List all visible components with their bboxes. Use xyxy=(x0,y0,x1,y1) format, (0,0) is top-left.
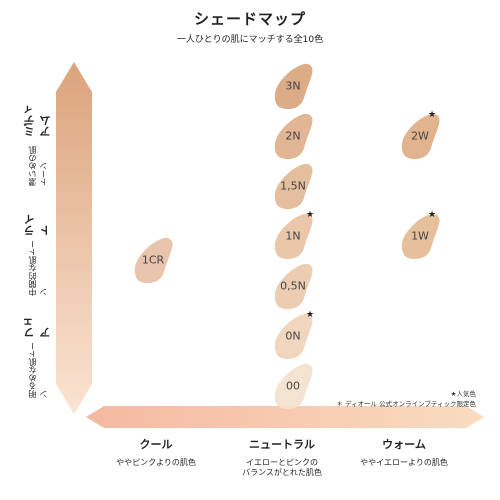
axis-label-medium: 濃いめの肌トーン ミディアム xyxy=(23,103,52,186)
legend-online-only: ＊ ディオール 公式オンラインブティック限定色 xyxy=(336,400,476,408)
axis-label-cool: クール ややピンクよりの肌色 xyxy=(116,438,196,467)
horizontal-tone-arrow xyxy=(86,406,484,428)
shade-label: 0,5N xyxy=(280,279,306,293)
shade-swatch-0n: 0N xyxy=(270,312,316,360)
shade-label: 1W xyxy=(411,229,429,243)
shade-label: 00 xyxy=(286,379,300,393)
shade-swatch-00: 00 xyxy=(270,362,316,410)
popular-star-icon: ★ xyxy=(428,210,437,220)
shade-label: 2W xyxy=(411,129,429,143)
shade-label: 1,5N xyxy=(280,179,306,193)
vertical-tone-arrow xyxy=(56,62,92,414)
popular-star-icon: ★ xyxy=(306,310,315,320)
shade-label: 2N xyxy=(285,129,301,143)
page-title: シェードマップ xyxy=(193,10,306,28)
shade-swatch-1cr: 1CR xyxy=(130,236,176,284)
shade-label: 0N xyxy=(285,329,301,343)
shade-swatch-05n: 0,5N xyxy=(270,262,316,310)
shade-swatch-3n: 3N xyxy=(270,62,316,110)
popular-star-icon: ★ xyxy=(306,210,315,220)
shade-swatch-1n: 1N xyxy=(270,212,316,260)
shade-swatch-2w: 2W xyxy=(397,112,443,160)
axis-label-light: 中間的な肌トーン ライト xyxy=(23,213,52,296)
shade-swatch-15n: 1,5N xyxy=(270,162,316,210)
axis-label-fair: 明るめな肌トーン フェア xyxy=(23,315,52,398)
axis-label-neutral: ニュートラル イエローとピンクの バランスがとれた肌色 xyxy=(242,438,322,478)
shade-label: 3N xyxy=(285,79,301,93)
shade-swatch-1w: 1W xyxy=(397,212,443,260)
popular-star-icon: ★ xyxy=(428,110,437,120)
legend-popular: ★人気色 xyxy=(450,390,476,398)
shade-label: 1N xyxy=(285,229,301,243)
page-subtitle: 一人ひとりの肌にマッチする全10色 xyxy=(176,35,324,45)
shade-label: 1CR xyxy=(141,253,165,267)
shade-swatch-2n: 2N xyxy=(270,112,316,160)
axis-label-warm: ウォーム ややイエローよりの肌色 xyxy=(360,438,448,467)
